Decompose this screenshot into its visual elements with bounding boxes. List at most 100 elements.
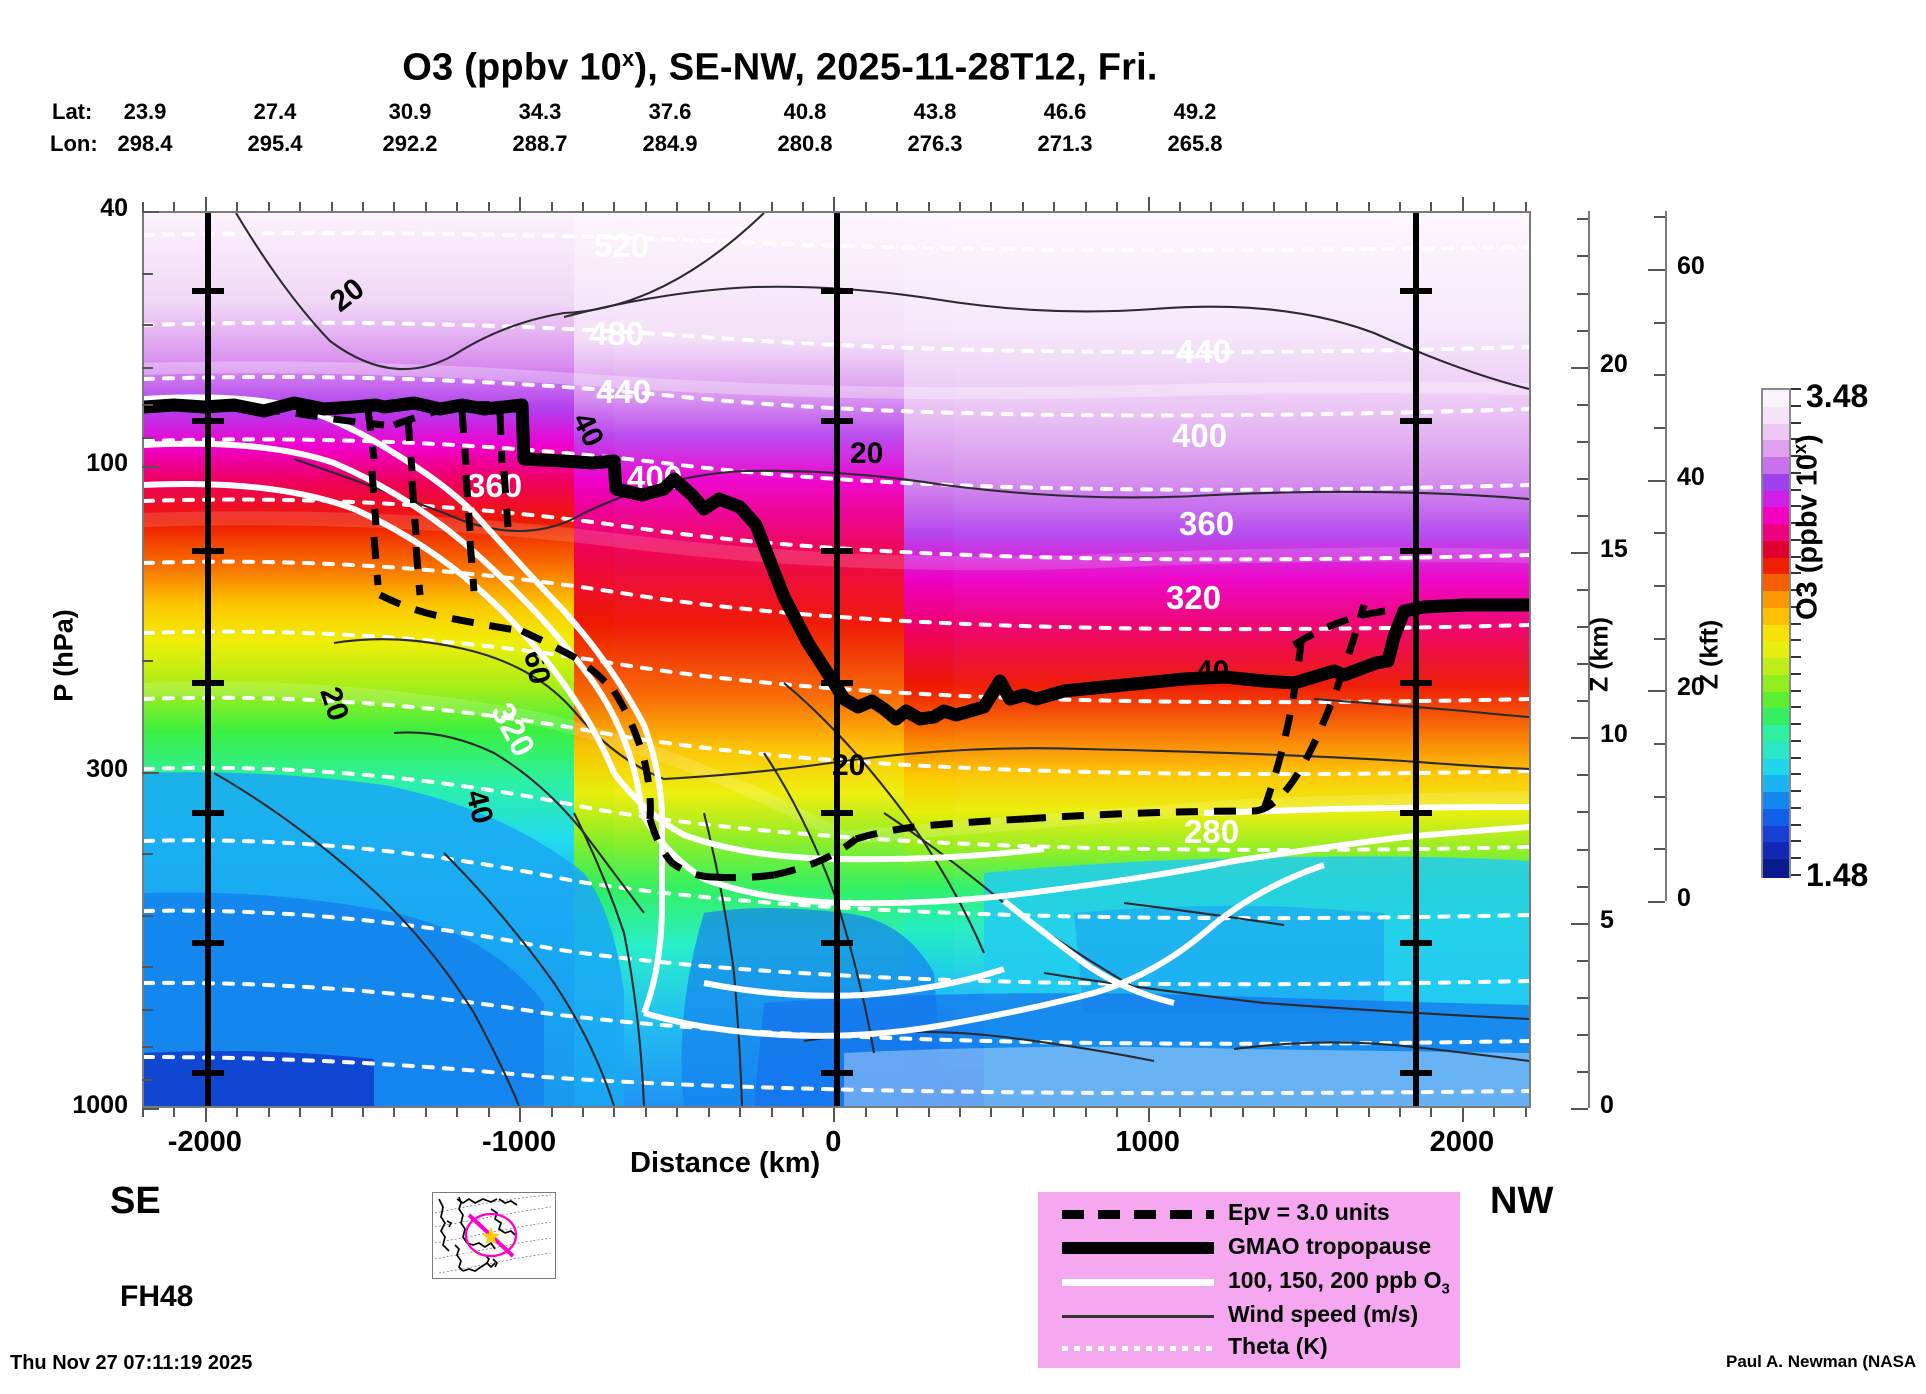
title-prefix: O3 (ppbv 10: [402, 46, 622, 89]
lat-value-4: 37.6: [648, 99, 692, 124]
colorbar-band: [1763, 624, 1789, 644]
distance-tick: [1336, 202, 1339, 211]
distance-tick: [927, 202, 930, 211]
pressure-tick: [142, 211, 159, 213]
distance-tick: [801, 1108, 804, 1117]
z-km-tick: [1577, 663, 1588, 666]
distance-tick: [267, 202, 270, 211]
colorbar-band: [1763, 440, 1789, 459]
lon-value-7: 271.3: [1037, 131, 1093, 156]
colorbar-tick: [1791, 840, 1801, 843]
lat-value-7: 46.6: [1043, 99, 1087, 124]
z-km-tick: [1577, 477, 1588, 480]
colorbar-tick: [1791, 404, 1801, 407]
z-kft-tick: [1654, 584, 1665, 587]
distance-tick: [142, 202, 144, 211]
inset-center-star: [482, 1227, 500, 1245]
distance-tick: [739, 202, 742, 211]
lon-value-8: 265.8: [1167, 131, 1223, 156]
forecast-hour-label: FH48: [120, 1280, 194, 1313]
z-km-tick: [1571, 1108, 1588, 1110]
theta-label-440b: 440: [1176, 333, 1231, 370]
contour-banding: [144, 361, 1529, 845]
pressure-tick-label-100: 100: [86, 449, 128, 478]
distance-tick: [1367, 1108, 1370, 1117]
z-km-tick: [1577, 218, 1588, 221]
distance-tick: [361, 1108, 364, 1117]
distance-tick: [173, 1108, 176, 1117]
distance-tick: [487, 1108, 490, 1117]
colorbar[interactable]: [1761, 388, 1791, 878]
location-inset-map[interactable]: [432, 1192, 556, 1279]
z-kft-tick: [1654, 637, 1665, 640]
distance-tick: [1304, 1108, 1307, 1117]
distance-tick: [1241, 202, 1244, 211]
legend-swatch-thin-black: [1062, 1315, 1214, 1318]
distance-tick: [1179, 1108, 1182, 1117]
vertical-reference-line-left: [192, 213, 224, 1106]
distance-axis-title: Distance (km): [630, 1147, 821, 1179]
colorbar-band: [1763, 641, 1789, 660]
colorbar-band: [1763, 725, 1789, 744]
pressure-tick: [142, 366, 153, 369]
cross-section-plot[interactable]: 520 480 440 440 400 400 360 360 320 320 …: [142, 211, 1531, 1108]
pressure-tick-label-300: 300: [86, 755, 128, 784]
z-km-tick: [1577, 292, 1588, 295]
colorbar-tick: [1791, 689, 1801, 692]
distance-tick: [173, 202, 176, 211]
z-kft-tick: [1648, 479, 1665, 482]
colorbar-band: [1763, 758, 1789, 778]
distance-tick: [550, 202, 553, 211]
colorbar-band: [1763, 557, 1789, 577]
plot-canvas: 520 480 440 440 400 400 360 360 320 320 …: [144, 213, 1529, 1106]
distance-tick: [833, 197, 836, 211]
colorbar-tick: [1791, 438, 1801, 441]
colorbar-tick: [1791, 589, 1801, 592]
lon-value-2: 292.2: [382, 131, 438, 156]
distance-tick: [770, 1108, 773, 1117]
colorbar-tick: [1791, 706, 1801, 709]
z-kft-tick: [1654, 321, 1665, 324]
lon-value-3: 288.7: [512, 131, 568, 156]
z-km-tick: [1577, 885, 1588, 888]
colorbar-band: [1763, 775, 1789, 794]
z-km-tick: [1571, 737, 1588, 740]
distance-tick: [204, 197, 207, 211]
distance-tick: [1116, 1108, 1119, 1117]
distance-tick: [361, 202, 364, 211]
theta-label-400b: 400: [1172, 417, 1227, 454]
pressure-tick: [142, 1045, 153, 1048]
wind-label-20-nw: 20: [850, 437, 883, 470]
pressure-tick: [142, 852, 153, 855]
distance-tick: [456, 202, 459, 211]
z-km-label-20: 20: [1600, 349, 1628, 378]
ozone-contours: [144, 394, 1529, 1039]
distance-tick: [959, 1108, 962, 1117]
distance-tick: [1241, 1108, 1244, 1117]
pressure-tick: [142, 772, 159, 775]
distance-tick: [1493, 202, 1496, 211]
z-km-tick: [1577, 626, 1588, 629]
distance-tick: [267, 1108, 270, 1117]
z-km-tick: [1577, 255, 1588, 258]
distance-tick: [1524, 1108, 1527, 1117]
z-km-tick: [1577, 329, 1588, 332]
colorbar-band: [1763, 423, 1789, 442]
distance-tick: [1179, 202, 1182, 211]
lon-row-label: Lon:: [50, 131, 98, 156]
z-kft-label-0: 0: [1677, 884, 1691, 912]
z-kft-label-60: 60: [1677, 251, 1705, 280]
z-km-tick: [1571, 922, 1588, 925]
z-km-tick: [1571, 552, 1588, 554]
theta-label-360: 360: [467, 467, 522, 504]
colorbar-tick: [1791, 605, 1801, 608]
distance-tick: [864, 202, 867, 211]
distance-tick: [644, 202, 647, 211]
distance-tick: [330, 1108, 333, 1117]
distance-tick: [1147, 1108, 1150, 1122]
colorbar-tick: [1791, 672, 1801, 675]
colorbar-tick: [1791, 874, 1801, 876]
distance-tick: [204, 1108, 207, 1122]
orientation-label-nw: NW: [1490, 1180, 1554, 1222]
distance-tick: [519, 1108, 522, 1122]
